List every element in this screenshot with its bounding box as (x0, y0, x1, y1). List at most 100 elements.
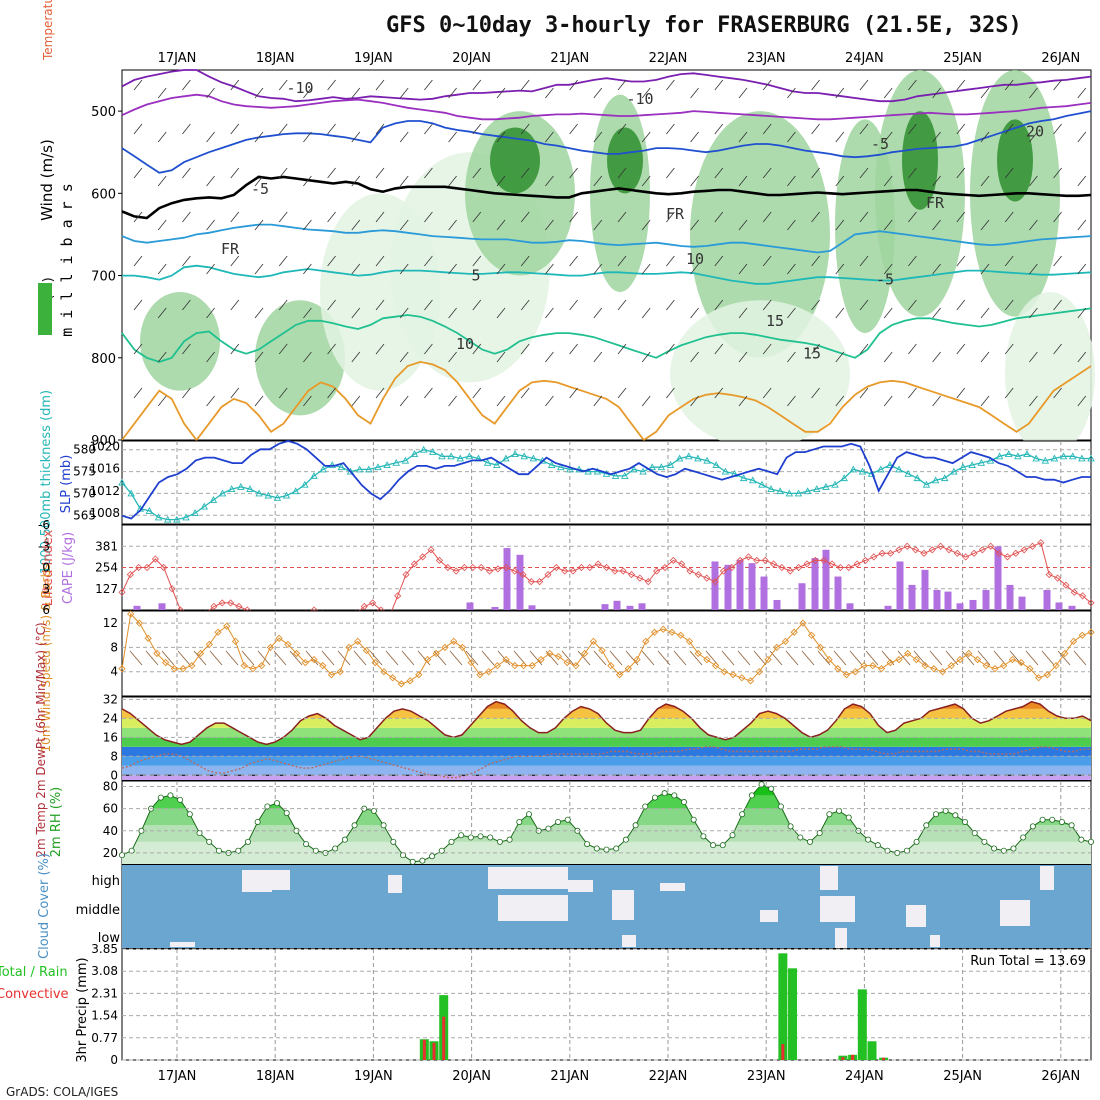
cloud-block (1000, 900, 1030, 926)
wind-barb (690, 307, 699, 319)
wind-barb (908, 387, 917, 399)
wind-barb-10m (1057, 650, 1071, 666)
rh-point (564, 816, 571, 823)
cloud-block (930, 935, 940, 947)
wind-barb (908, 123, 917, 135)
lifted-point (619, 567, 627, 575)
wind-barb (956, 123, 966, 135)
wind-barb (230, 299, 240, 311)
tick-label: 24 (103, 711, 118, 725)
rh-point (768, 785, 775, 792)
thickness-point (365, 465, 373, 473)
lifted-point (761, 556, 769, 564)
wind-barb (351, 131, 361, 143)
thickness-point (1050, 454, 1059, 462)
tick-label: 8 (110, 749, 118, 763)
wind-barb (1077, 131, 1087, 143)
thickness-point (950, 467, 958, 475)
cloud-block (498, 895, 568, 921)
wind-barb (641, 175, 651, 187)
thickness-point (840, 474, 848, 482)
wind-barb (1004, 299, 1014, 311)
cape-bar (491, 606, 499, 610)
thickness-point (392, 458, 401, 466)
wind-barb (1029, 219, 1038, 231)
rh-point (622, 836, 629, 843)
cape-bar (736, 559, 744, 610)
wind-barb (375, 211, 385, 223)
cape-bar (994, 546, 1002, 610)
wind-point (258, 662, 266, 670)
lifted-point (995, 549, 1003, 557)
wind-barb (230, 343, 240, 355)
wind-barb (883, 307, 893, 319)
wind-barb (617, 211, 627, 223)
rh-point (303, 841, 310, 848)
rh-point (186, 811, 193, 818)
lifted-point (836, 563, 844, 572)
wind-point (650, 628, 659, 636)
wind-point (1052, 662, 1060, 670)
wind-barb (351, 87, 361, 99)
wind-barb (182, 255, 191, 267)
rh-point (613, 845, 620, 852)
rh-point (341, 836, 348, 843)
lifted-point (151, 555, 159, 563)
cloud-block (170, 942, 195, 947)
rh-point (370, 807, 377, 814)
wind-point (493, 662, 502, 670)
lifted-point (953, 549, 961, 557)
panel-side-labels: 1000-500mb thickness (dm) SLP (mb) Lifte… (0, 390, 90, 1063)
day-label-top: 21JAN (550, 51, 589, 66)
tick-label: 0 (110, 768, 118, 782)
wind-point (188, 662, 196, 670)
wind-barb (254, 219, 264, 231)
rh-point (962, 818, 969, 825)
wind-barb (133, 387, 143, 399)
rh-point (167, 792, 174, 799)
wind-barb (545, 263, 554, 275)
precip-total-legend: Total / Rain (0, 965, 68, 980)
y-tick-label: 900 (91, 434, 116, 449)
thickness-point (931, 476, 940, 484)
wind-barb (472, 167, 482, 179)
cloud-level-label: middle (76, 903, 120, 918)
rh-point (710, 842, 717, 849)
wind-barb (956, 255, 966, 267)
wind-barb (1053, 79, 1062, 91)
wind-barb (327, 211, 336, 223)
lifted-point (1012, 549, 1020, 557)
lifted-point (987, 542, 995, 550)
wind-barb (714, 343, 724, 355)
rh-point (719, 842, 726, 849)
tick-label: 6 (42, 603, 50, 617)
contour-label: -10 (626, 90, 653, 108)
wind-barb (472, 123, 482, 135)
isotherm--5 (121, 110, 1092, 174)
tick-label: 32 (103, 692, 118, 706)
wind-barb (206, 395, 215, 407)
cloud-block (835, 928, 847, 948)
wind-barb (496, 263, 506, 275)
tick-label: 1020 (89, 440, 120, 454)
wind-barb (593, 87, 603, 99)
wind-barb (908, 299, 917, 311)
wind-barb (520, 211, 530, 223)
wind-barb (278, 211, 288, 223)
day-label-top: 20JAN (452, 51, 491, 66)
rh-area-7 (690, 111, 830, 358)
cape-bar (711, 561, 719, 610)
wind-barb (835, 175, 845, 187)
wind-point (196, 649, 205, 658)
wind-barb (206, 307, 215, 319)
panel-rh2m: 20 40 60 80 (103, 780, 1095, 865)
wind-barb (545, 219, 554, 231)
cloud-block (568, 880, 593, 892)
wind-barb (1053, 387, 1062, 399)
thickness-point (237, 482, 245, 490)
wind-point (537, 655, 545, 664)
wind-barb (278, 167, 288, 179)
thickness-point (621, 472, 629, 479)
cape-bar (1006, 584, 1014, 610)
